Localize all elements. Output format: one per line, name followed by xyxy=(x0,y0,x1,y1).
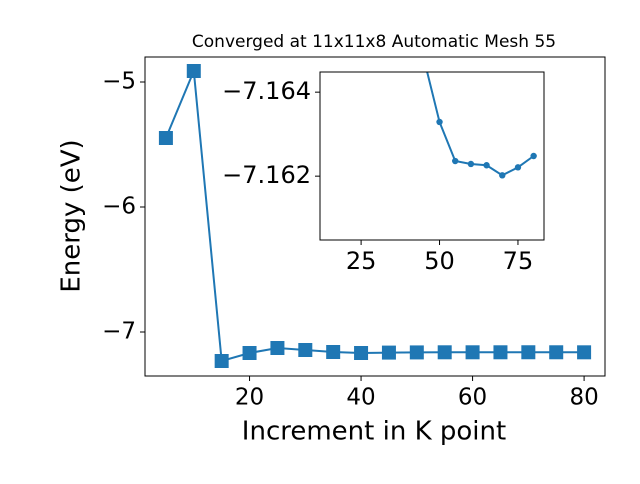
marker xyxy=(409,345,424,360)
marker xyxy=(493,345,508,360)
marker xyxy=(186,64,201,78)
x-tick-label: 80 xyxy=(569,385,598,411)
x-tick-label: 60 xyxy=(458,385,487,411)
marker xyxy=(483,162,490,169)
marker xyxy=(242,346,257,360)
inset-background xyxy=(320,72,544,240)
plot-area xyxy=(158,64,592,368)
plot-area xyxy=(426,72,537,179)
y-tick-label: −5 xyxy=(102,69,136,95)
marker xyxy=(549,345,564,360)
y-tick-label: −6 xyxy=(102,194,136,220)
x-axis-label: Increment in K point xyxy=(242,417,506,447)
marker xyxy=(514,164,522,171)
axes-frame xyxy=(144,56,606,377)
marker xyxy=(326,345,341,359)
marker xyxy=(158,131,173,145)
x-tick-label: 50 xyxy=(424,247,455,275)
marker xyxy=(467,160,475,168)
marker xyxy=(577,345,592,360)
y-tick-label: −7.162 xyxy=(222,161,311,189)
marker xyxy=(298,343,313,357)
marker xyxy=(499,172,506,179)
x-tick-label: 40 xyxy=(346,385,375,411)
marker xyxy=(530,152,537,160)
marker xyxy=(452,157,459,165)
y-axis-label: Energy (eV) xyxy=(57,139,87,292)
marker xyxy=(381,345,396,360)
chart-title: Converged at 11x11x8 Automatic Mesh 55 xyxy=(192,32,556,52)
marker xyxy=(214,354,229,368)
marker xyxy=(465,345,480,360)
x-tick-label: 75 xyxy=(503,247,534,275)
marker xyxy=(270,341,285,355)
y-tick-label: −7.164 xyxy=(222,77,311,105)
marker xyxy=(436,118,443,126)
axes-frame xyxy=(319,71,545,241)
marker xyxy=(521,345,536,360)
x-tick-label: 20 xyxy=(235,385,264,411)
y-tick-label: −7 xyxy=(102,319,136,345)
series-line xyxy=(164,70,585,363)
marker xyxy=(437,345,452,360)
marker xyxy=(354,346,369,360)
x-tick-label: 25 xyxy=(346,247,377,275)
